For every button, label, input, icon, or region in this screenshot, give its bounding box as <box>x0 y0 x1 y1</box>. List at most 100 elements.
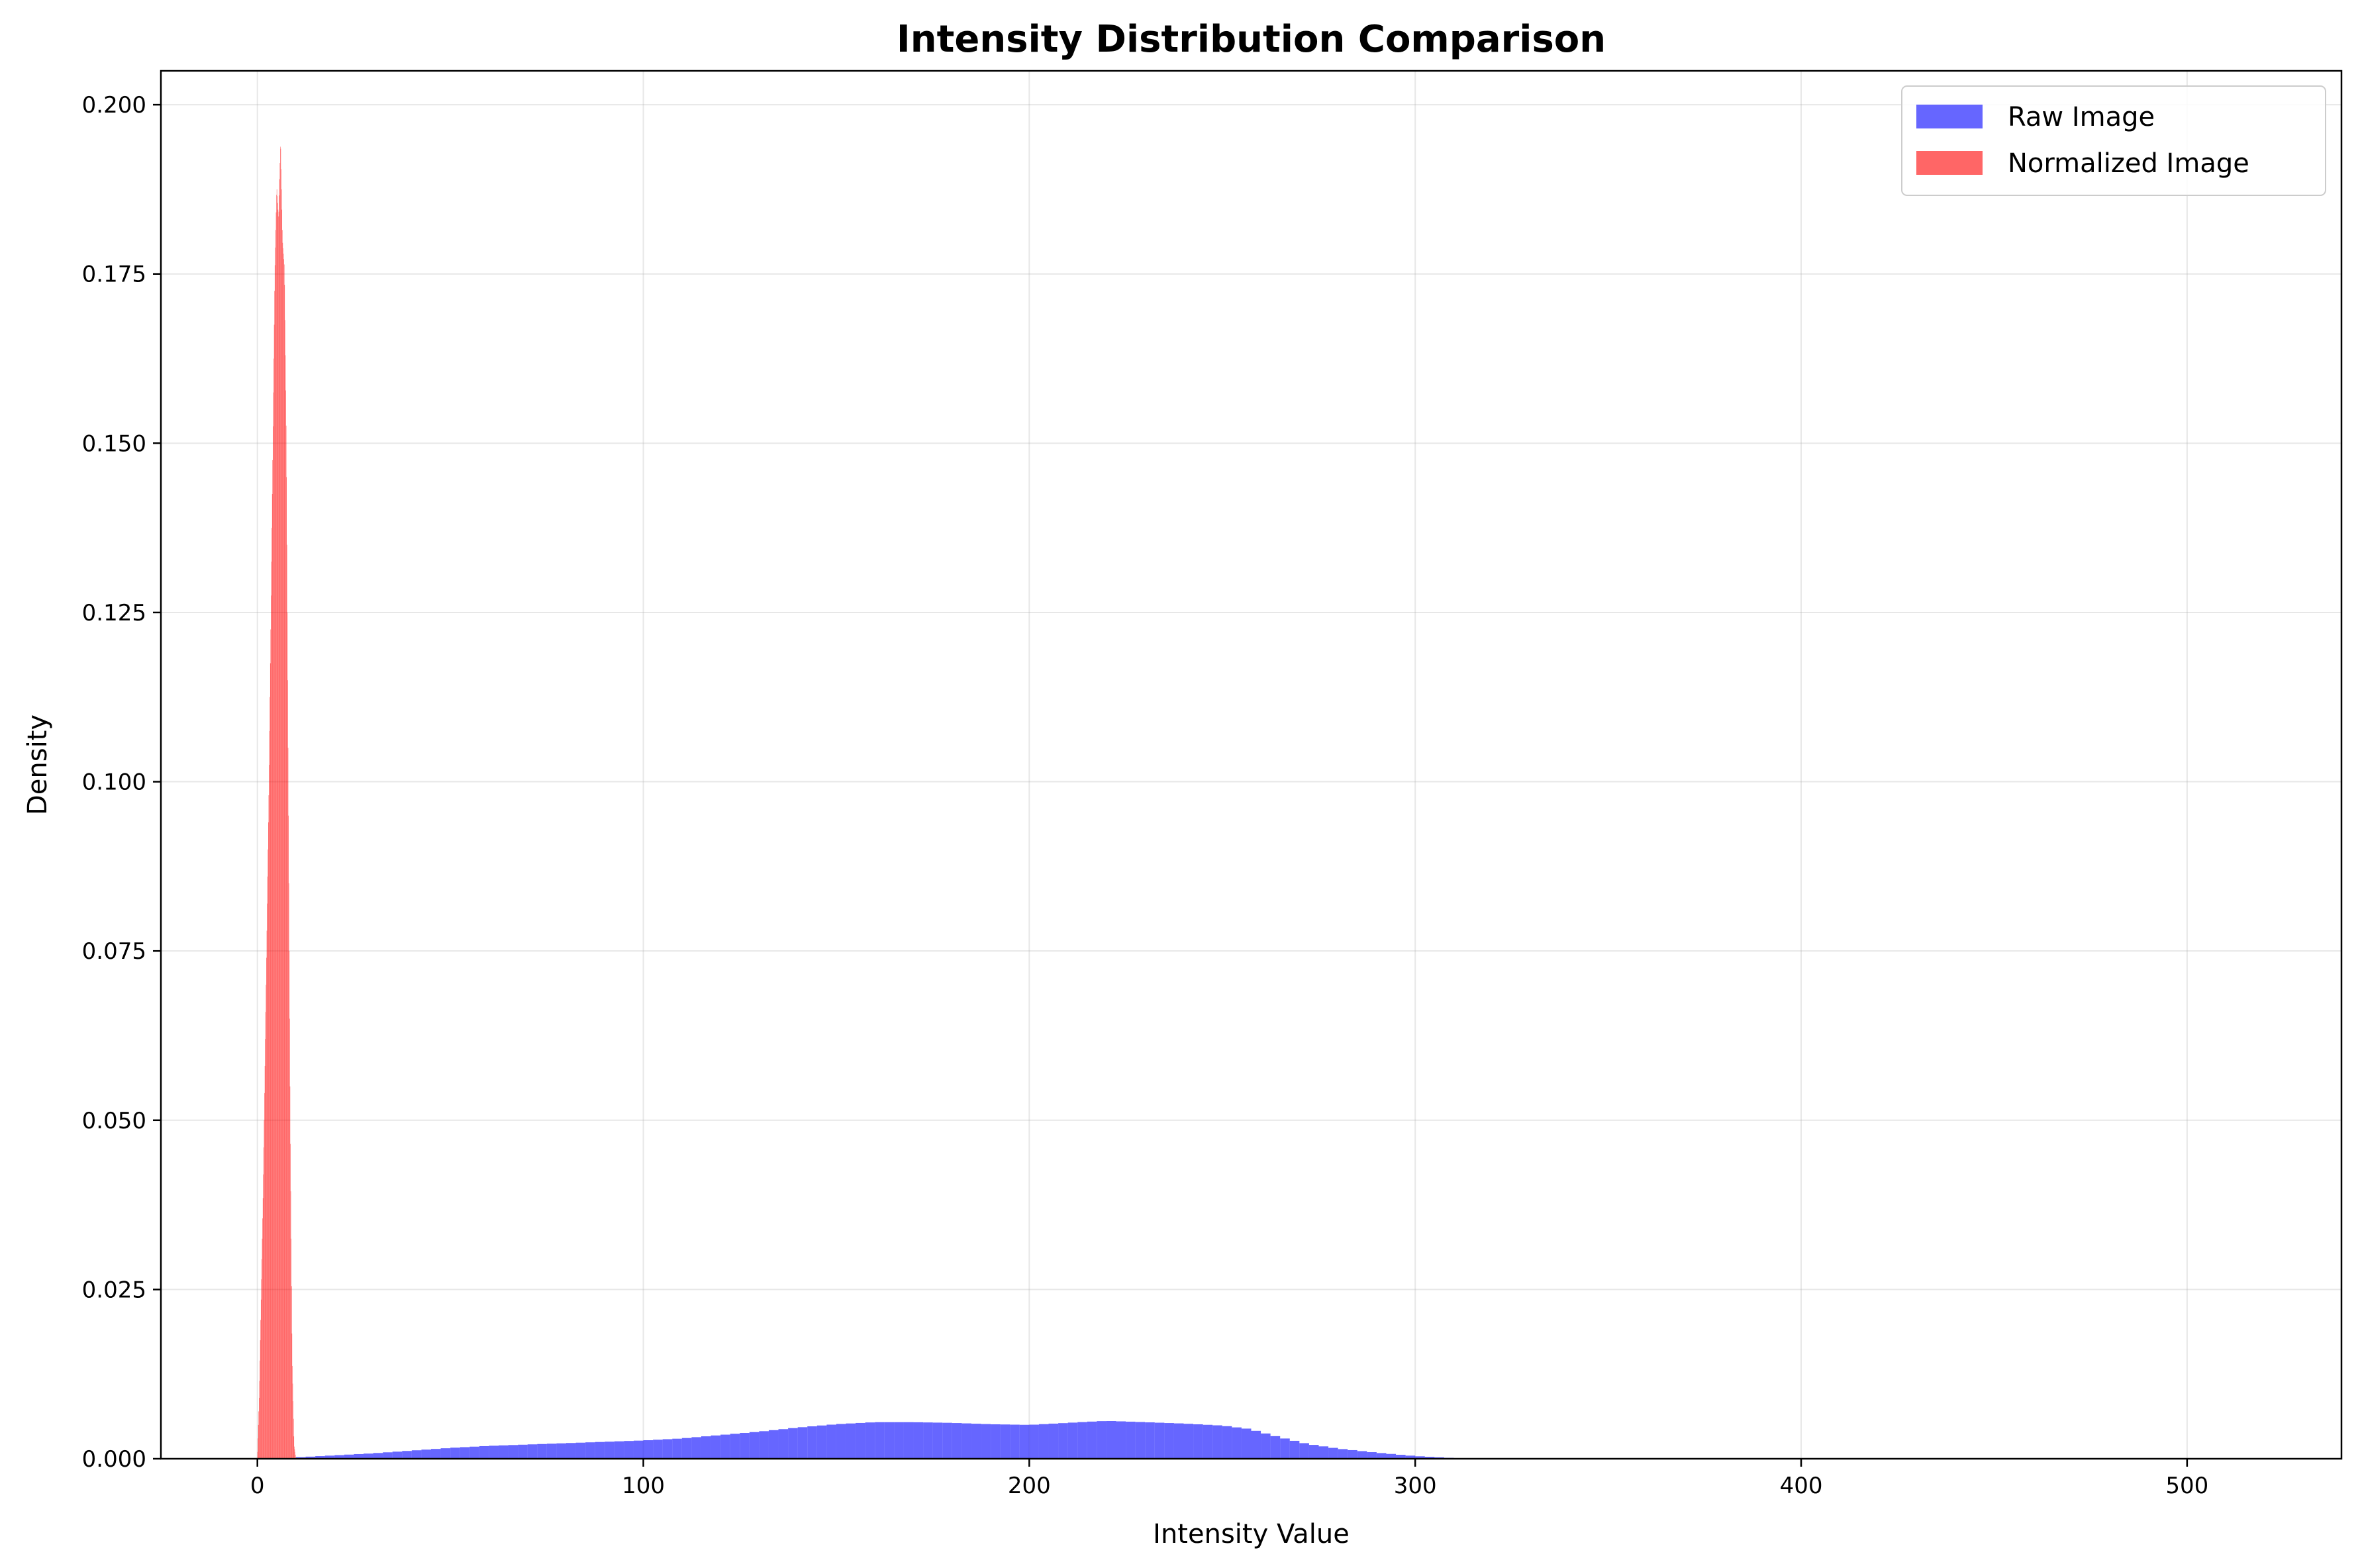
histogram-bar <box>1038 1424 1049 1459</box>
histogram-bar <box>546 1444 557 1459</box>
histogram-bar <box>267 903 268 1459</box>
histogram-bar <box>508 1445 518 1459</box>
histogram-bar <box>460 1447 470 1459</box>
histogram-bar <box>1000 1424 1010 1459</box>
histogram-bar <box>262 1218 263 1459</box>
histogram-bar <box>262 1238 263 1459</box>
histogram-bar <box>1154 1422 1165 1459</box>
x-tick-label: 400 <box>1780 1473 1823 1499</box>
y-axis: 0.000 0.025 0.050 0.075 0.100 0.125 0.150 0.175… <box>82 92 161 1473</box>
histogram-bar <box>280 146 281 1459</box>
histogram-bar <box>489 1446 499 1459</box>
histogram-bar <box>1424 1457 1435 1459</box>
histogram-bar <box>290 1144 291 1459</box>
histogram-bar <box>1232 1427 1242 1459</box>
histogram-bar <box>643 1440 654 1459</box>
histogram-bar <box>1261 1433 1271 1459</box>
series-0 <box>295 1420 1483 1459</box>
histogram-bar <box>279 163 281 1459</box>
histogram-bar <box>923 1422 933 1459</box>
histogram-bar <box>294 1446 295 1459</box>
histogram-bar <box>1183 1424 1194 1459</box>
histogram-bar <box>875 1422 885 1459</box>
histogram-bar <box>271 528 272 1459</box>
histogram-bar <box>595 1442 605 1459</box>
histogram-bar <box>1019 1424 1030 1459</box>
histogram-bar <box>275 212 277 1459</box>
histogram-bar <box>605 1442 615 1459</box>
histogram-bar <box>749 1432 760 1459</box>
histogram-bar <box>556 1443 566 1459</box>
histogram-bar <box>277 203 278 1459</box>
histogram-bar <box>1048 1423 1059 1459</box>
histogram-bar <box>287 612 288 1459</box>
histogram-bar <box>797 1427 808 1459</box>
histogram-bar <box>281 209 283 1459</box>
histogram-bar <box>778 1429 789 1459</box>
histogram-bar <box>1328 1447 1338 1459</box>
histogram-bar <box>701 1436 711 1459</box>
x-tick-label: 100 <box>622 1473 665 1499</box>
histogram-bar <box>258 1411 260 1459</box>
histogram-bar <box>624 1441 634 1459</box>
histogram-bar <box>653 1440 663 1459</box>
histogram-bar <box>1396 1454 1406 1459</box>
histogram-bar <box>305 1456 316 1459</box>
histogram-bar <box>273 358 274 1459</box>
histogram-bar <box>344 1454 354 1459</box>
histogram-bar <box>1251 1430 1261 1459</box>
histogram-bar <box>711 1435 721 1459</box>
legend-label-raw-image: Raw Image <box>2008 102 2155 132</box>
histogram-bar <box>614 1441 624 1459</box>
histogram-bar <box>565 1443 576 1459</box>
histogram-bar <box>288 815 289 1459</box>
histogram-bar <box>1386 1453 1397 1459</box>
histogram-bar <box>289 1018 290 1459</box>
histogram-bar <box>952 1423 962 1459</box>
histogram-bar <box>1116 1421 1126 1459</box>
histogram-bar <box>1299 1443 1309 1459</box>
histogram-bar <box>421 1449 431 1459</box>
histogram-bar <box>289 951 290 1459</box>
histogram-bar <box>537 1444 547 1459</box>
histogram-series <box>257 146 1483 1459</box>
histogram-bar <box>826 1424 836 1459</box>
histogram-bar <box>1357 1451 1367 1459</box>
histogram-bar <box>287 748 289 1459</box>
histogram-bar <box>759 1431 769 1459</box>
histogram-bar <box>286 477 287 1459</box>
histogram-bar <box>260 1320 261 1459</box>
histogram-bar <box>894 1422 904 1459</box>
histogram-bar <box>1308 1445 1319 1459</box>
histogram-bar <box>283 259 284 1459</box>
histogram-bar <box>1338 1449 1348 1459</box>
histogram-bar <box>450 1447 460 1459</box>
histogram-bar <box>788 1428 798 1459</box>
histogram-bar <box>283 254 284 1459</box>
histogram-bar <box>1289 1440 1300 1459</box>
histogram-bar <box>1106 1420 1116 1459</box>
histogram-bar <box>279 179 280 1459</box>
histogram-bar <box>1280 1438 1290 1459</box>
y-tick-label: 0.100 <box>82 769 146 796</box>
histogram-bar <box>260 1299 262 1459</box>
histogram-bar <box>518 1444 528 1459</box>
histogram-bar <box>740 1433 750 1459</box>
legend-swatch-normalized-image <box>1916 151 1983 175</box>
histogram-bar <box>272 460 273 1459</box>
histogram-bar <box>1029 1424 1039 1459</box>
histogram-bar <box>1318 1446 1329 1459</box>
histogram-bar <box>1010 1424 1020 1459</box>
histogram-bar <box>1097 1421 1106 1459</box>
histogram-bar <box>575 1442 586 1459</box>
histogram-bar <box>672 1438 682 1459</box>
legend-label-normalized-image: Normalized Image <box>2008 148 2249 179</box>
histogram-bar <box>402 1451 412 1459</box>
histogram-bar <box>1173 1423 1184 1459</box>
histogram-bar <box>293 1418 294 1459</box>
y-axis-label: Density <box>23 714 53 815</box>
histogram-bar <box>856 1422 865 1459</box>
histogram-bar <box>942 1422 952 1459</box>
plot-frame <box>160 70 2343 1460</box>
histogram-bar <box>836 1424 846 1459</box>
